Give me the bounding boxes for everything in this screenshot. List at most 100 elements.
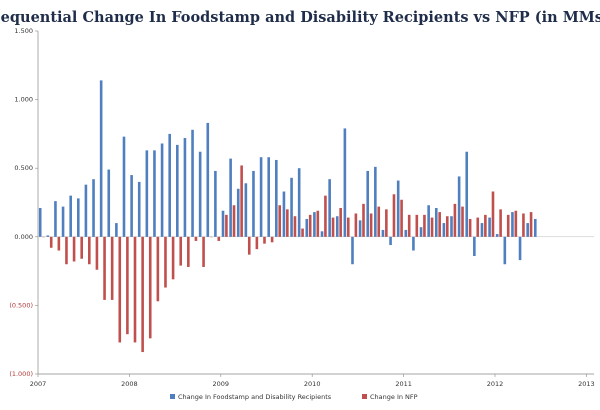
x-tick-label: 2011 [395, 380, 412, 388]
foodstamp-bar [168, 133, 171, 237]
foodstamp-bar [358, 220, 362, 237]
foodstamp-bar [92, 179, 95, 237]
foodstamp-bar [160, 143, 164, 237]
foodstamp-bar [214, 170, 217, 237]
foodstamp-bar [145, 150, 149, 237]
nfp-bar [438, 212, 441, 237]
nfp-bar [217, 236, 221, 241]
nfp-bar [126, 236, 129, 335]
foodstamp-bar [381, 229, 385, 237]
nfp-bar [392, 194, 396, 237]
foodstamp-bar [503, 236, 507, 265]
nfp-bar [232, 205, 236, 237]
nfp-bar [301, 228, 304, 237]
foodstamp-bar [122, 136, 126, 237]
nfp-bar [148, 236, 152, 339]
nfp-bar [65, 236, 68, 265]
foodstamp-bar [374, 166, 377, 237]
foodstamp-bar [320, 231, 324, 237]
nfp-bar [225, 214, 228, 237]
nfp-bar [57, 236, 61, 251]
legend-swatch-nfp [362, 394, 367, 399]
x-tick-label: 2008 [121, 380, 138, 388]
foodstamp-bar [465, 151, 469, 237]
foodstamp-bar [419, 227, 423, 237]
nfp-bar [346, 217, 350, 237]
nfp-bar [270, 236, 274, 243]
legend-label-nfp: Change In NFP [370, 393, 418, 401]
foodstamp-bar [46, 235, 50, 237]
x-tick-label: 2010 [304, 380, 321, 388]
nfp-bar [461, 206, 464, 237]
axes: 1.500 1.000 0.500 0.000 (0.500) (1.000) 2007 20… [9, 27, 594, 388]
chart-title: Sequential Change In Foodstamp and Disab… [0, 9, 600, 26]
nfp-bar [95, 236, 99, 270]
nfp-bar [202, 236, 205, 267]
nfp-bar [377, 206, 381, 237]
y-tick-label: 1.000 [14, 96, 33, 104]
foodstamp-bar [297, 168, 301, 237]
nfp-bar [423, 214, 426, 237]
foodstamp-bar [69, 195, 72, 237]
foodstamp-bar [183, 138, 187, 237]
foodstamp-bar [442, 223, 446, 237]
legend: Change In Foodstamp and Disability Recip… [170, 393, 418, 401]
nfp-bar [293, 216, 297, 237]
nfp-bar [103, 236, 106, 300]
nfp-bar [415, 214, 419, 237]
foodstamp-bar [396, 180, 400, 237]
foodstamp-bar [176, 144, 179, 237]
y-tick-label: (1.000) [9, 370, 33, 378]
foodstamp-bar [38, 207, 42, 237]
nfp-bar [529, 212, 533, 237]
nfp-bar [156, 236, 160, 302]
nfp-bar [133, 236, 137, 343]
y-tick-label: 0.000 [14, 233, 33, 241]
x-tick-label: 2012 [487, 380, 504, 388]
foodstamp-bar [351, 236, 354, 265]
foodstamp-bar [99, 80, 103, 237]
nfp-bar [240, 165, 243, 237]
foodstamp-bar [206, 122, 210, 237]
foodstamp-bar [275, 159, 278, 237]
nfp-bar [522, 213, 525, 237]
foodstamp-bar [495, 234, 499, 237]
foodstamp-bar [236, 188, 240, 237]
nfp-bar [453, 203, 457, 237]
bars [38, 80, 537, 353]
nfp-bar [491, 191, 495, 237]
nfp-bar [430, 217, 434, 237]
nfp-bar [255, 236, 259, 250]
nfp-bar [141, 236, 144, 353]
nfp-bar [499, 209, 502, 237]
foodstamp-bar [518, 236, 522, 261]
nfp-bar [316, 210, 320, 237]
nfp-bar [407, 214, 411, 237]
foodstamp-bar [457, 176, 461, 237]
nfp-bar [445, 216, 449, 237]
nfp-bar [286, 209, 289, 237]
foodstamp-bar [533, 218, 537, 237]
nfp-bar [247, 236, 251, 255]
foodstamp-bar [412, 236, 415, 251]
foodstamp-bar [343, 128, 347, 237]
nfp-bar [187, 236, 190, 267]
nfp-bar [278, 205, 282, 237]
y-tick-label: 1.500 [14, 27, 33, 35]
nfp-bar [506, 214, 510, 237]
nfp-bar [331, 217, 335, 237]
foodstamp-bar [84, 184, 88, 237]
nfp-bar [118, 236, 122, 343]
foodstamp-bar [107, 169, 111, 237]
foodstamp-bar [137, 181, 141, 237]
nfp-bar [339, 207, 342, 237]
foodstamp-bar [480, 223, 484, 237]
nfp-bar [308, 214, 312, 237]
foodstamp-bar [305, 218, 309, 237]
foodstamp-bar [77, 198, 80, 237]
foodstamp-bar [198, 151, 202, 237]
foodstamp-bar [54, 201, 57, 237]
nfp-bar [88, 236, 91, 265]
foodstamp-bar [450, 216, 453, 237]
foodstamp-bar [328, 179, 331, 237]
